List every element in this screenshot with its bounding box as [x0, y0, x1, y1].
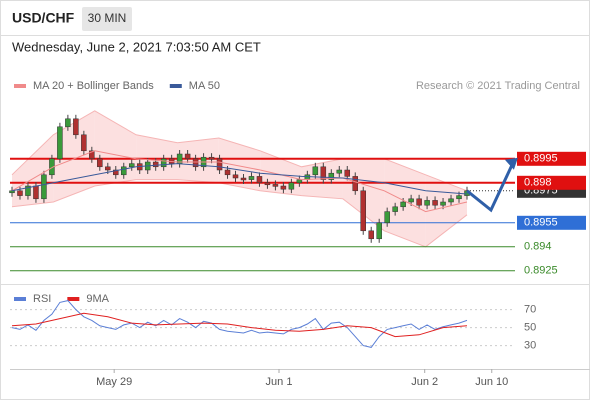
candle — [432, 200, 438, 206]
x-tick-label: Jun 10 — [475, 376, 508, 388]
candle — [272, 184, 279, 187]
candle — [280, 185, 287, 190]
candle — [224, 169, 231, 176]
candle — [368, 230, 374, 240]
bollinger-lower — [11, 179, 468, 248]
candle — [424, 200, 430, 206]
candle — [376, 222, 382, 240]
candle — [248, 176, 255, 180]
timeframe: 30 MIN — [88, 11, 127, 25]
candle — [264, 182, 271, 186]
y-tick-label: 30 — [524, 340, 536, 352]
x-tick-label: Jun 1 — [266, 376, 293, 388]
forecast-arrowhead — [504, 157, 518, 170]
bollinger-band — [53, 110, 95, 202]
candle — [25, 185, 31, 196]
candle — [392, 206, 398, 212]
bollinger-band — [425, 174, 467, 247]
candle — [240, 177, 247, 181]
candle — [65, 118, 71, 128]
legend-label: RSI — [33, 293, 51, 305]
level-label: 0.8995 — [524, 153, 558, 165]
candle — [113, 169, 119, 176]
legend-label: 9MA — [86, 293, 109, 305]
candle — [208, 156, 215, 160]
candle — [73, 118, 79, 136]
legend-swatch — [169, 84, 182, 88]
candle — [416, 198, 422, 206]
bollinger-upper — [11, 110, 468, 192]
candle — [17, 190, 23, 196]
candle — [456, 195, 462, 200]
candle — [81, 134, 87, 152]
candle — [336, 169, 343, 174]
candle — [152, 161, 159, 168]
candle — [232, 174, 239, 179]
legend-swatch — [14, 84, 26, 88]
y-tick-label: 50 — [524, 322, 536, 334]
candle — [352, 176, 358, 192]
candle — [440, 201, 446, 206]
candle — [216, 158, 223, 171]
candle — [57, 126, 63, 160]
legend-label: MA 50 — [189, 80, 220, 92]
legend-swatch — [14, 297, 26, 301]
candle — [128, 163, 135, 168]
candle — [312, 166, 319, 176]
level-box — [517, 175, 586, 190]
candle — [256, 176, 263, 184]
level-label: 0.898 — [524, 177, 552, 189]
ma20-line — [11, 150, 468, 213]
symbol: USD/CHF — [12, 10, 75, 26]
credit: Research © 2021 Trading Central — [416, 80, 580, 92]
candle — [184, 153, 191, 160]
candle — [192, 158, 199, 168]
x-tick-label: Jun 2 — [411, 376, 438, 388]
ma50-line — [11, 163, 468, 195]
level-label: 0.8955 — [524, 217, 558, 229]
rsi-line — [11, 312, 468, 338]
level-box — [517, 151, 586, 166]
candle — [9, 190, 15, 194]
candle — [121, 166, 127, 176]
candle — [360, 190, 366, 232]
candle — [384, 211, 390, 224]
candle — [320, 166, 327, 180]
candle — [97, 158, 103, 168]
candle — [160, 158, 167, 168]
level-label: 0.894 — [524, 241, 552, 253]
y-tick-label: 70 — [524, 304, 536, 316]
candle — [296, 179, 303, 184]
candle — [408, 198, 414, 203]
forecast-arrow — [466, 158, 517, 213]
candle — [400, 201, 406, 208]
candle — [89, 150, 95, 160]
candle — [448, 198, 454, 203]
legend-swatch — [67, 297, 80, 301]
timeframe-badge — [82, 7, 132, 31]
rsi-line — [11, 300, 468, 348]
level-label: 0.8925 — [524, 265, 558, 277]
candle — [41, 174, 47, 200]
candle — [328, 172, 335, 180]
x-tick-label: May 29 — [96, 376, 132, 388]
level-box — [517, 215, 586, 230]
candle — [344, 169, 351, 177]
candle — [288, 182, 295, 190]
datetime: Wednesday, June 2, 2021 7:03:50 AM CET — [12, 39, 261, 54]
candle — [105, 166, 111, 171]
candle — [33, 185, 39, 200]
legend-label: MA 20 + Bollinger Bands — [33, 80, 154, 92]
